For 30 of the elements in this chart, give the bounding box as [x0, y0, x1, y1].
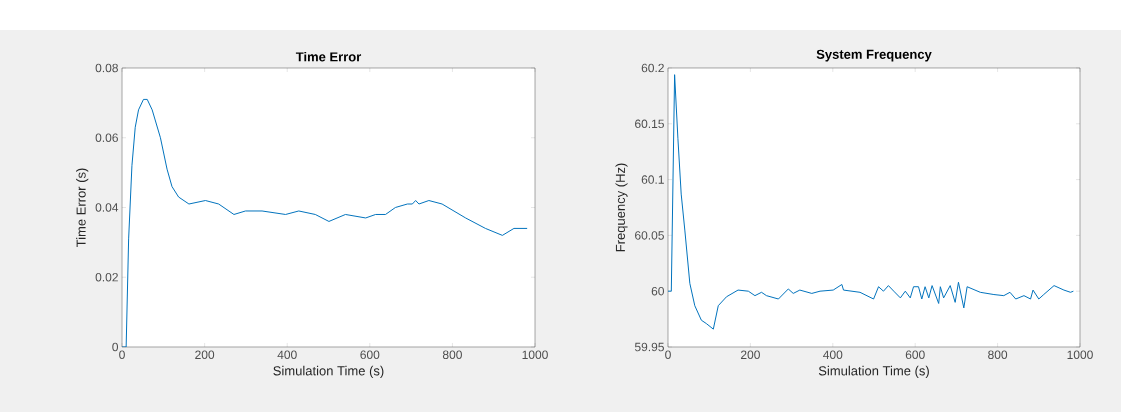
y-tick-label: 60 [651, 286, 665, 296]
y-tick-label: 0.02 [95, 273, 118, 282]
y-tick-label: 60.05 [635, 231, 664, 240]
x-tick-label: 600 [360, 350, 380, 360]
x-tick-label: 1000 [1067, 350, 1093, 360]
y-tick-label: 0.08 [95, 63, 118, 73]
x-axis-title: Simulation Time (s) [273, 365, 384, 378]
y-axis-title: Time Error (s) [76, 168, 89, 248]
x-tick-label: 400 [277, 350, 297, 360]
y-tick-label: 0 [112, 342, 119, 352]
x-tick-label: 400 [823, 350, 843, 360]
line-series [122, 98, 528, 347]
chart-title: System Frequency [816, 49, 932, 62]
x-tick-label: 800 [988, 350, 1008, 360]
x-tick-label: 200 [195, 350, 215, 360]
chart-title: Time Error [295, 51, 362, 62]
line-series [668, 74, 1074, 330]
y-tick-label: 0.06 [95, 133, 118, 142]
x-tick-label: 800 [442, 350, 462, 360]
y-tick-label: 59.95 [634, 342, 664, 352]
x-axis-title: Simulation Time (s) [818, 365, 929, 378]
y-axis-title: Frequency (Hz) [615, 163, 628, 252]
y-tick-label: 60.15 [635, 119, 664, 129]
y-tick-label: 60.1 [641, 175, 664, 184]
x-tick-label: 200 [740, 350, 760, 360]
y-tick-label: 0.04 [95, 203, 119, 212]
x-tick-label: 0 [665, 350, 671, 360]
y-tick-label: 60.2 [641, 63, 664, 73]
x-tick-label: 1000 [522, 350, 548, 360]
x-tick-label: 600 [905, 350, 925, 360]
